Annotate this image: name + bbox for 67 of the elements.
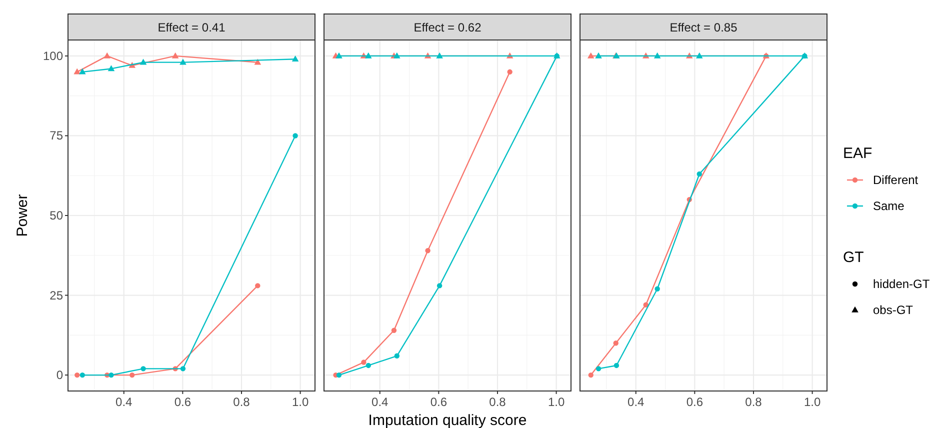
- point: [595, 52, 602, 58]
- point: [336, 52, 342, 58]
- legend-title: EAF: [843, 145, 872, 162]
- point: [79, 68, 86, 74]
- x-tick-label: 0.8: [745, 395, 762, 409]
- point: [394, 353, 400, 358]
- point: [292, 133, 298, 138]
- point: [172, 52, 179, 58]
- point: [74, 68, 81, 74]
- point: [255, 283, 260, 288]
- x-tick-label: 0.8: [489, 395, 506, 409]
- chart-title: Effect = 0.41: [158, 20, 226, 34]
- point: [507, 69, 512, 75]
- x-tick-label: 0.4: [372, 395, 389, 409]
- point: [654, 286, 660, 292]
- x-tick-label: 1.0: [292, 395, 309, 409]
- x-tick-label: 1.0: [548, 395, 565, 409]
- point: [436, 52, 443, 58]
- point: [366, 362, 371, 368]
- x-tick-label: 0.6: [174, 395, 192, 409]
- point: [140, 366, 146, 372]
- point: [140, 58, 147, 65]
- chart-title: Effect = 0.85: [670, 20, 738, 34]
- x-tick-label: 0.6: [686, 395, 704, 409]
- point: [180, 366, 186, 372]
- y-axis-title: Power: [14, 194, 31, 237]
- y-tick-label: 75: [50, 128, 64, 143]
- point: [108, 65, 115, 72]
- point: [588, 372, 594, 378]
- point: [292, 56, 299, 62]
- y-tick-label: 0: [56, 368, 64, 382]
- point: [696, 171, 702, 177]
- y-tick-label: 100: [42, 48, 64, 63]
- point: [613, 340, 618, 346]
- point: [108, 372, 114, 378]
- point: [391, 328, 397, 333]
- legend-label: Different: [873, 173, 919, 187]
- x-tick-label: 1.0: [804, 395, 821, 409]
- x-tick-label: 0.4: [116, 395, 133, 409]
- point: [643, 302, 648, 308]
- text: obs-GT: [873, 303, 914, 317]
- point: [696, 52, 703, 58]
- x-tick-label: 0.8: [233, 395, 250, 409]
- point: [180, 58, 186, 65]
- y-tick-label: 25: [50, 288, 64, 302]
- y-tick-label: 50: [50, 208, 64, 222]
- point: [654, 52, 661, 58]
- text: GT: [843, 249, 864, 266]
- point: [104, 52, 111, 58]
- point: [587, 52, 594, 58]
- point: [394, 52, 400, 58]
- point: [436, 283, 442, 288]
- x-tick-label: 0.4: [628, 395, 645, 409]
- chart-title: Effect = 0.62: [414, 20, 482, 34]
- point: [361, 360, 366, 365]
- text: hidden-GT: [873, 277, 930, 291]
- point: [80, 372, 86, 378]
- x-axis-title: Imputation quality score: [368, 412, 527, 428]
- legend-label: Same: [873, 199, 905, 213]
- point: [74, 372, 80, 378]
- x-tick-label: 0.6: [430, 395, 448, 409]
- point: [336, 372, 342, 378]
- point: [596, 366, 602, 372]
- point: [130, 372, 135, 378]
- point: [365, 52, 372, 58]
- point: [425, 248, 430, 254]
- point: [614, 362, 620, 368]
